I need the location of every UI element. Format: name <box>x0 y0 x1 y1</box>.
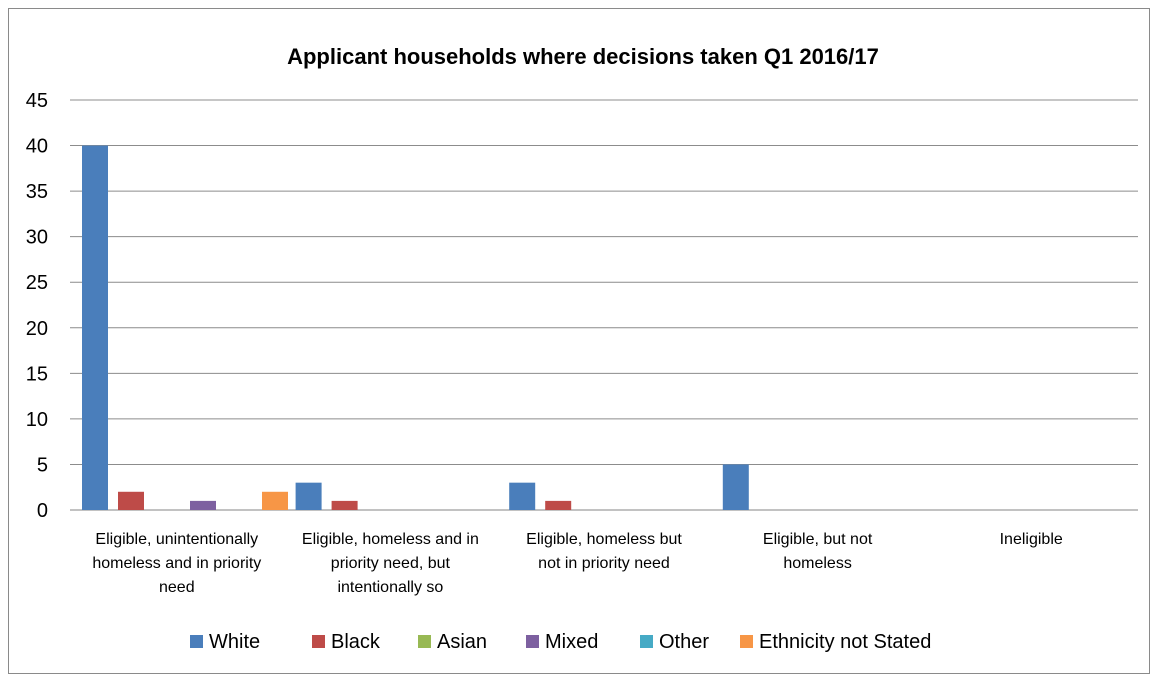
x-category-label: Ineligible <box>1000 531 1063 548</box>
chart-frame <box>8 8 1150 674</box>
y-tick-label: 30 <box>26 227 48 249</box>
legend-swatch <box>418 635 431 648</box>
legend-label: Asian <box>437 631 487 653</box>
x-category-label: need <box>159 579 195 596</box>
bar-black <box>331 500 358 510</box>
bar-white <box>509 482 536 510</box>
bar-white <box>82 145 108 511</box>
bar-black <box>118 491 144 510</box>
bar-ethnicity-not-stated <box>262 491 288 510</box>
x-category-label: Eligible, unintentionally <box>95 531 258 548</box>
y-tick-label: 0 <box>37 500 48 522</box>
x-category-label: Eligible, homeless but <box>526 531 682 548</box>
y-tick-label: 25 <box>26 272 48 294</box>
bar-black <box>545 500 572 510</box>
x-category-label: not in priority need <box>538 555 670 572</box>
legend-label: White <box>209 631 260 653</box>
x-category-label: homeless and in priority <box>92 555 261 572</box>
y-tick-label: 5 <box>37 454 48 476</box>
legend-swatch <box>190 635 203 648</box>
y-tick-label: 35 <box>26 181 48 203</box>
legend-swatch <box>740 635 753 648</box>
x-category-label: Eligible, but not <box>763 531 873 548</box>
y-tick-label: 10 <box>26 409 48 431</box>
x-category-label: Eligible, homeless and in <box>302 531 479 548</box>
x-category-label: homeless <box>783 555 851 572</box>
y-tick-label: 15 <box>26 363 48 385</box>
chart-title: Applicant households where decisions tak… <box>287 44 879 69</box>
bar-white <box>295 482 322 510</box>
legend-swatch <box>640 635 653 648</box>
bar-white <box>722 464 749 510</box>
legend-swatch <box>526 635 539 648</box>
legend-label: Other <box>659 631 709 653</box>
legend-label: Black <box>331 631 381 653</box>
x-category-label: intentionally so <box>337 579 443 596</box>
y-tick-label: 40 <box>26 136 48 158</box>
y-tick-label: 20 <box>26 318 48 340</box>
legend-label: Mixed <box>545 631 598 653</box>
legend-swatch <box>312 635 325 648</box>
y-tick-label: 45 <box>26 90 48 112</box>
legend-label: Ethnicity not Stated <box>759 631 931 653</box>
bar-mixed <box>190 500 216 510</box>
x-category-label: priority need, but <box>331 555 451 572</box>
